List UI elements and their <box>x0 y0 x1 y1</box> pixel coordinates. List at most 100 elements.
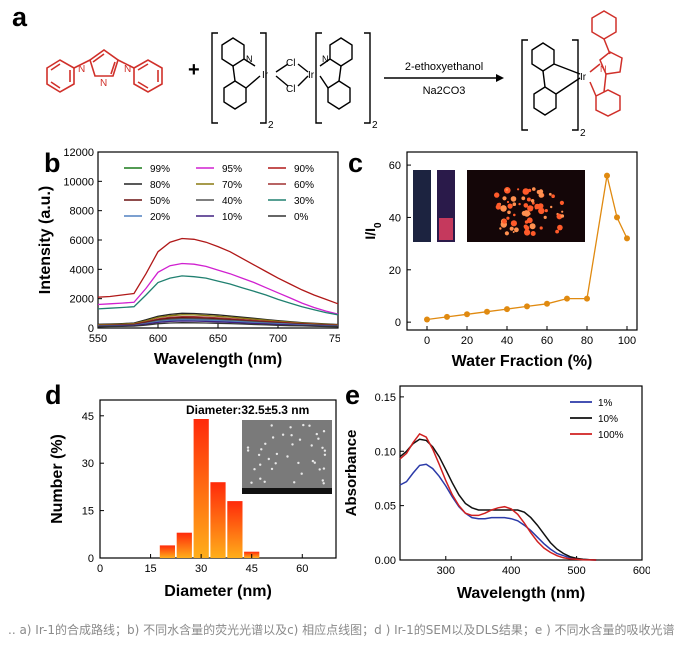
series-line-95pct <box>97 262 339 315</box>
powder-speck <box>514 227 519 233</box>
dimer-subscript-left: 2 <box>268 120 274 131</box>
ratio-point <box>614 214 620 221</box>
legend-label: 10% <box>598 414 618 425</box>
powder-speck <box>505 188 508 191</box>
y-tick-label: 0.05 <box>375 501 396 513</box>
figure-caption: .. a) Ir-1的合成路线；b) 不同水含量的荧光光谱以及c) 相应点线图；… <box>8 623 675 637</box>
histogram-bar <box>193 419 209 558</box>
powder-speck <box>557 224 563 231</box>
dimer-ir-right: Ir <box>308 70 315 81</box>
powder-speck <box>523 203 529 208</box>
arrow-reagent-bottom: Na2CO3 <box>423 85 466 97</box>
fluorescence-spectra-chart: 550 600 650 700 750 0 2000 4000 6000 8000 10000 120… <box>37 148 340 368</box>
legend-label: 70% <box>222 180 242 191</box>
x-tick-label: 0 <box>424 335 430 347</box>
legend-label: 0% <box>294 212 309 223</box>
ratio-point <box>544 300 550 307</box>
sem-particle <box>246 446 250 449</box>
sem-particle <box>298 438 302 441</box>
panel-a-label: a <box>12 2 28 32</box>
ratio-point <box>504 306 510 313</box>
powder-speck <box>550 205 553 209</box>
ratio-point <box>564 295 570 302</box>
sem-particle <box>250 481 253 484</box>
ratio-point <box>584 295 590 302</box>
x-tick-label: 20 <box>461 335 473 347</box>
sem-particle <box>313 461 316 464</box>
x-tick-label: 500 <box>567 565 585 577</box>
sem-particle <box>259 463 262 466</box>
powder-speck <box>543 215 547 219</box>
powder-speck <box>502 196 507 201</box>
absorption-spectra-chart: 300 400 500 600 0.00 0.05 0.10 0.15 Wavelength (… <box>343 385 650 602</box>
sem-particle <box>308 424 311 427</box>
legend-label: 100% <box>598 430 624 441</box>
sem-particle <box>274 462 277 465</box>
ligand-structure <box>46 49 163 93</box>
sem-particle <box>317 437 320 440</box>
x-tick-label: 30 <box>195 563 207 575</box>
series-line-0pct <box>97 322 339 328</box>
x-axis-label: Water Fraction (%) <box>452 353 593 370</box>
legend-label: 95% <box>222 164 242 175</box>
legend-label: 99% <box>150 164 170 175</box>
legend-label: 1% <box>598 398 613 409</box>
powder-speck <box>532 187 536 191</box>
x-tick-label: 700 <box>269 333 287 345</box>
series-line-70pct <box>97 314 339 326</box>
powder-speck <box>502 218 507 224</box>
powder-speck <box>560 214 565 218</box>
histogram-bar <box>227 501 243 558</box>
x-tick-label: 0 <box>97 563 103 575</box>
sem-particle <box>293 481 296 484</box>
sem-particle <box>323 453 327 456</box>
ratio-point <box>424 316 430 323</box>
sem-particle <box>270 467 274 471</box>
powder-speck <box>524 229 531 236</box>
x-tick-label: 750 <box>329 333 340 345</box>
powder-speck <box>538 192 544 198</box>
x-axis-label: Diameter (nm) <box>164 583 272 600</box>
histogram-bar <box>176 532 192 558</box>
sem-particle <box>257 453 261 457</box>
powder-speck <box>548 192 552 196</box>
powder-speck <box>561 210 564 213</box>
legend-label: 50% <box>150 196 170 207</box>
powder-speck <box>551 194 555 198</box>
sem-particle <box>246 449 250 452</box>
powder-speck <box>523 210 531 217</box>
dimer-cl-top: Cl <box>286 58 295 69</box>
dls-histogram-chart: 0 15 30 45 60 0 15 30 45 Diameter:32.5±5.3 nm Diam… <box>49 399 337 600</box>
dimer-ir-left: Ir <box>262 70 269 81</box>
sem-particle <box>321 479 324 482</box>
powder-speck <box>504 231 509 236</box>
dimer-cl-bottom: Cl <box>286 84 295 95</box>
powder-speck <box>524 225 530 231</box>
x-axis-label: Wavelength (nm) <box>457 585 585 602</box>
legend-label: 60% <box>294 180 314 191</box>
x-tick-label: 15 <box>144 563 156 575</box>
panel-e-label: e <box>345 380 361 410</box>
series-line-30pct <box>97 275 339 316</box>
sem-particle <box>310 444 313 447</box>
legend-label: 20% <box>150 212 170 223</box>
x-axis-label: Wavelength (nm) <box>154 351 282 368</box>
powder-speck <box>527 205 534 212</box>
inset-photo-glow <box>439 218 453 240</box>
reaction-scheme: N N N + Ir Ir Cl Cl N N 2 2 2- <box>46 10 623 139</box>
powder-speck <box>526 197 531 202</box>
powder-speck <box>529 223 536 230</box>
y-tick-label: 30 <box>82 458 94 470</box>
y-tick-label: 45 <box>82 411 94 423</box>
powder-speck <box>512 202 517 206</box>
y-tick-label: 10000 <box>63 176 94 188</box>
dimer-n-left: N <box>246 54 253 64</box>
y-axis-label: Absorbance <box>343 430 360 517</box>
sem-particle <box>323 449 327 452</box>
y-tick-label: 20 <box>389 265 401 277</box>
y-tick-label: 0.00 <box>375 555 396 567</box>
panel-c-label: c <box>348 148 364 178</box>
powder-speck <box>506 216 510 220</box>
y-tick-label: 6000 <box>70 235 94 247</box>
ratio-point <box>524 303 530 310</box>
